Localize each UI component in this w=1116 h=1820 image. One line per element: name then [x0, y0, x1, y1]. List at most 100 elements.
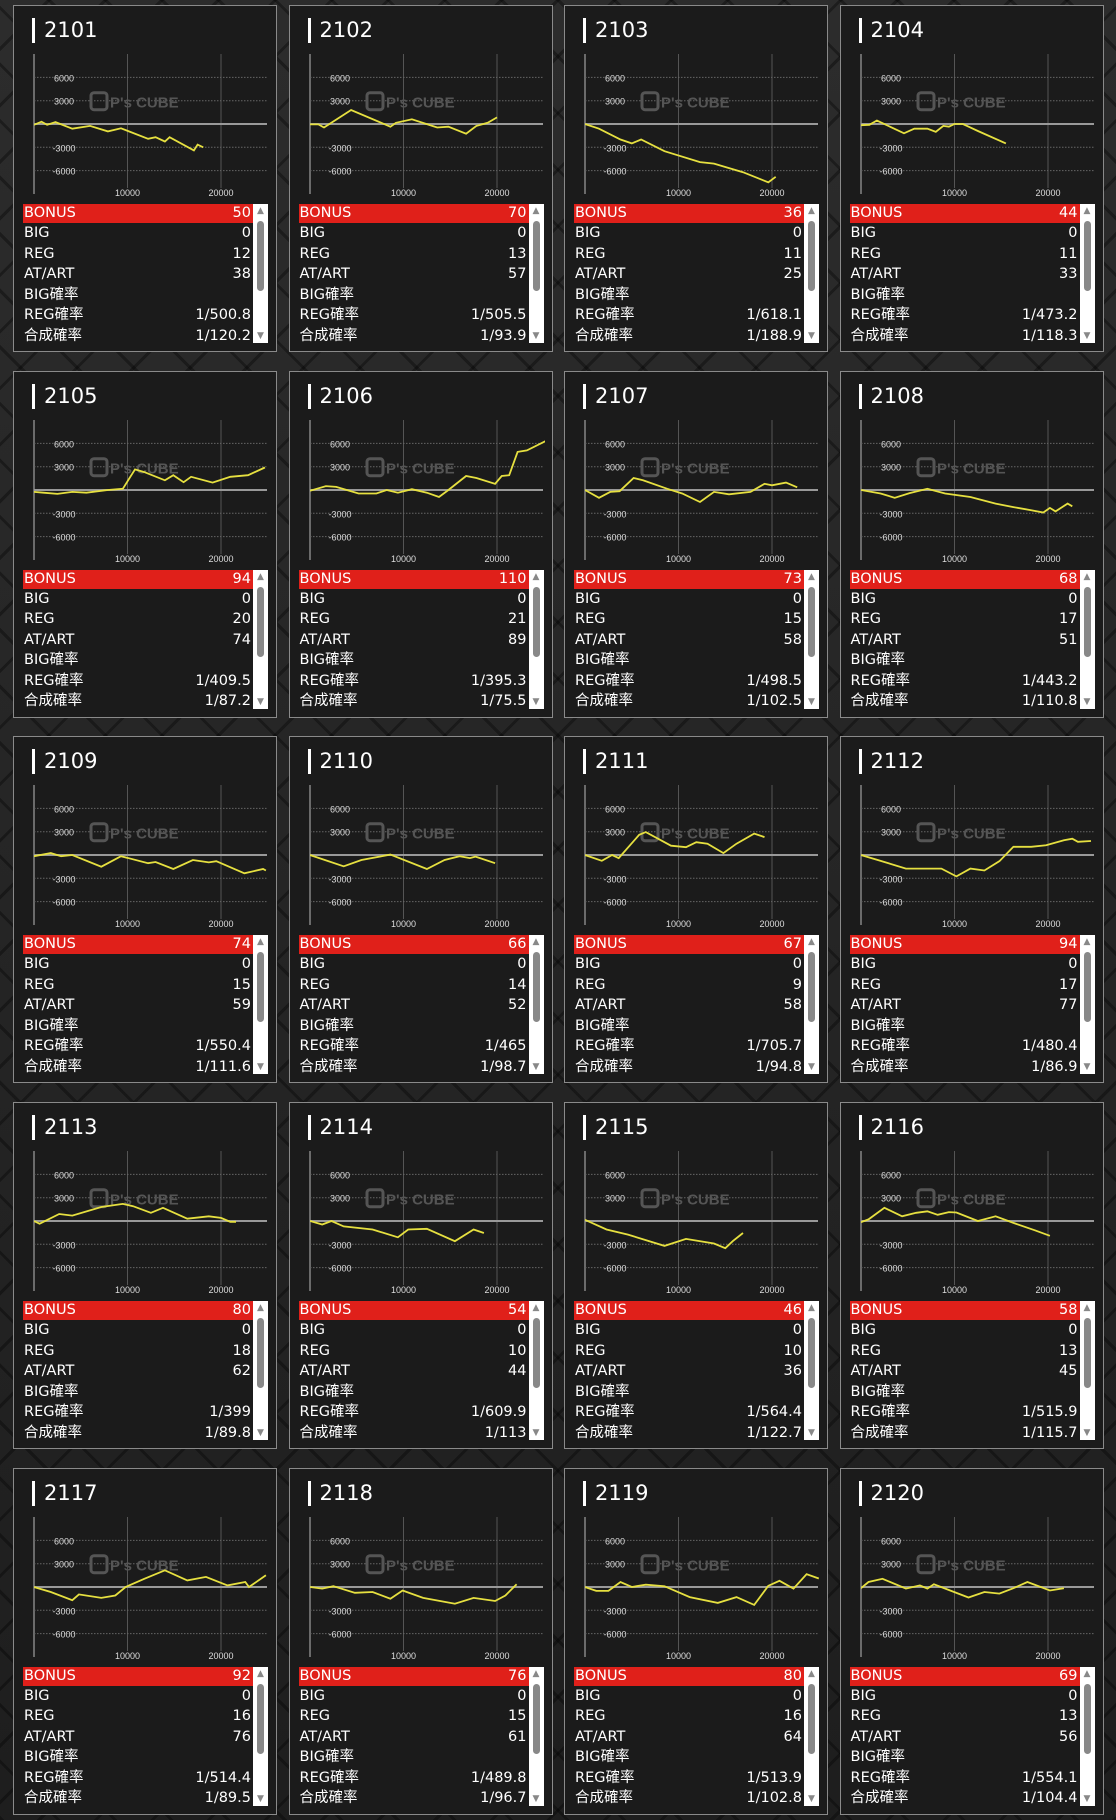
scroll-thumb[interactable] [1083, 952, 1091, 1023]
scroll-up-arrow-icon[interactable]: ▲ [532, 206, 540, 216]
scroll-thumb[interactable] [1083, 221, 1091, 291]
scroll-down-arrow-icon[interactable]: ▼ [1083, 696, 1091, 707]
scroll-up-arrow-icon[interactable]: ▲ [257, 206, 264, 216]
machine-card-2118[interactable]: 2118 P's CUBE 6000 3000 -3000 -6000 10000 20000… [288, 1467, 553, 1815]
machine-card-2107[interactable]: 2107 P's CUBE 6000 3000 -3000 -6000 10000 20000… [564, 370, 828, 718]
scroll-down-arrow-icon[interactable]: ▼ [257, 696, 264, 707]
scroll-thumb[interactable] [257, 586, 264, 657]
stats-scrollbar[interactable]: ▲ ▼ [804, 1666, 819, 1806]
stats-scrollbar[interactable]: ▲ ▼ [253, 204, 268, 343]
scroll-thumb[interactable] [808, 1318, 815, 1389]
stats-scrollbar[interactable]: ▲ ▼ [1079, 204, 1095, 343]
machine-card-2108[interactable]: 2108 P's CUBE 6000 3000 -3000 -6000 10000 20000… [839, 370, 1104, 718]
stats-scrollbar[interactable]: ▲ ▼ [528, 204, 544, 343]
stats-scrollbar[interactable]: ▲ ▼ [528, 1301, 544, 1441]
scroll-down-arrow-icon[interactable]: ▼ [1083, 331, 1091, 341]
scroll-up-arrow-icon[interactable]: ▲ [257, 571, 264, 582]
scroll-thumb[interactable] [257, 1318, 264, 1389]
scroll-down-arrow-icon[interactable]: ▼ [808, 1062, 815, 1073]
stats-scrollbar[interactable]: ▲ ▼ [253, 1666, 268, 1806]
machine-card-2101[interactable]: 2101 P's CUBE 6000 3000 -3000 -6000 10000 20000… [13, 5, 277, 352]
scroll-thumb[interactable] [808, 1683, 815, 1754]
scroll-thumb[interactable] [257, 952, 264, 1023]
stats-scrollbar[interactable]: ▲ ▼ [804, 935, 819, 1075]
scroll-down-arrow-icon[interactable]: ▼ [257, 1428, 264, 1439]
stats-scrollbar[interactable]: ▲ ▼ [528, 935, 544, 1075]
stats-scrollbar[interactable]: ▲ ▼ [253, 569, 268, 709]
scroll-down-arrow-icon[interactable]: ▼ [808, 1428, 815, 1439]
machine-card-2114[interactable]: 2114 P's CUBE 6000 3000 -3000 -6000 10000 20000… [288, 1102, 553, 1450]
scroll-thumb[interactable] [257, 221, 264, 291]
stats-scrollbar[interactable]: ▲ ▼ [528, 1666, 544, 1806]
scroll-up-arrow-icon[interactable]: ▲ [257, 937, 264, 948]
scroll-up-arrow-icon[interactable]: ▲ [532, 1668, 540, 1679]
scroll-up-arrow-icon[interactable]: ▲ [257, 1303, 264, 1314]
scroll-down-arrow-icon[interactable]: ▼ [532, 1062, 540, 1073]
machine-card-2111[interactable]: 2111 P's CUBE 6000 3000 -3000 -6000 10000 20000… [564, 736, 828, 1084]
machine-card-2102[interactable]: 2102 P's CUBE 6000 3000 -3000 -6000 10000 20000… [288, 5, 553, 352]
scroll-up-arrow-icon[interactable]: ▲ [1083, 937, 1091, 948]
scroll-thumb[interactable] [1083, 1318, 1091, 1389]
scroll-thumb[interactable] [532, 1318, 540, 1389]
machine-card-2117[interactable]: 2117 P's CUBE 6000 3000 -3000 -6000 10000 20000… [13, 1467, 277, 1815]
scroll-down-arrow-icon[interactable]: ▼ [808, 1793, 815, 1804]
scroll-up-arrow-icon[interactable]: ▲ [808, 206, 815, 216]
scroll-thumb[interactable] [257, 1683, 264, 1754]
machine-card-2115[interactable]: 2115 P's CUBE 6000 3000 -3000 -6000 10000 20000… [564, 1102, 828, 1450]
scroll-up-arrow-icon[interactable]: ▲ [532, 937, 540, 948]
scroll-down-arrow-icon[interactable]: ▼ [532, 1428, 540, 1439]
scroll-up-arrow-icon[interactable]: ▲ [532, 1303, 540, 1314]
scroll-down-arrow-icon[interactable]: ▼ [808, 696, 815, 707]
machine-card-2106[interactable]: 2106 P's CUBE 6000 3000 -3000 -6000 10000 20000… [288, 370, 553, 718]
stats-scrollbar[interactable]: ▲ ▼ [253, 1301, 268, 1441]
scroll-up-arrow-icon[interactable]: ▲ [1083, 571, 1091, 582]
stats-scrollbar[interactable]: ▲ ▼ [1079, 935, 1095, 1075]
scroll-up-arrow-icon[interactable]: ▲ [532, 571, 540, 582]
scroll-thumb[interactable] [532, 586, 540, 657]
stats-scrollbar[interactable]: ▲ ▼ [804, 204, 819, 343]
scroll-down-arrow-icon[interactable]: ▼ [257, 1793, 264, 1804]
scroll-down-arrow-icon[interactable]: ▼ [532, 696, 540, 707]
machine-card-2105[interactable]: 2105 P's CUBE 6000 3000 -3000 -6000 10000 20000… [13, 370, 277, 718]
scroll-down-arrow-icon[interactable]: ▼ [257, 331, 264, 341]
stats-scrollbar[interactable]: ▲ ▼ [528, 569, 544, 709]
scroll-thumb[interactable] [1083, 1683, 1091, 1754]
machine-card-2103[interactable]: 2103 P's CUBE 6000 3000 -3000 -6000 10000 20000… [564, 5, 828, 352]
machine-card-2119[interactable]: 2119 P's CUBE 6000 3000 -3000 -6000 10000 20000… [564, 1467, 828, 1815]
scroll-thumb[interactable] [532, 952, 540, 1023]
scroll-thumb[interactable] [532, 1683, 540, 1754]
stats-scrollbar[interactable]: ▲ ▼ [804, 569, 819, 709]
scroll-up-arrow-icon[interactable]: ▲ [808, 571, 815, 582]
scroll-down-arrow-icon[interactable]: ▼ [1083, 1793, 1091, 1804]
machine-card-2104[interactable]: 2104 P's CUBE 6000 3000 -3000 -6000 10000 20000… [839, 5, 1104, 352]
scroll-down-arrow-icon[interactable]: ▼ [257, 1062, 264, 1073]
scroll-up-arrow-icon[interactable]: ▲ [1083, 206, 1091, 216]
machine-card-2110[interactable]: 2110 P's CUBE 6000 3000 -3000 -6000 10000 20000… [288, 736, 553, 1084]
machine-card-2116[interactable]: 2116 P's CUBE 6000 3000 -3000 -6000 10000 20000… [839, 1102, 1104, 1450]
stats-scrollbar[interactable]: ▲ ▼ [1079, 1666, 1095, 1806]
scroll-thumb[interactable] [808, 586, 815, 657]
scroll-thumb[interactable] [808, 952, 815, 1023]
scroll-up-arrow-icon[interactable]: ▲ [1083, 1668, 1091, 1679]
machine-card-2120[interactable]: 2120 P's CUBE 6000 3000 -3000 -6000 10000 20000… [839, 1467, 1104, 1815]
machine-card-2109[interactable]: 2109 P's CUBE 6000 3000 -3000 -6000 10000 20000… [13, 736, 277, 1084]
scroll-thumb[interactable] [1083, 586, 1091, 657]
scroll-up-arrow-icon[interactable]: ▲ [808, 937, 815, 948]
scroll-up-arrow-icon[interactable]: ▲ [257, 1668, 264, 1679]
scroll-down-arrow-icon[interactable]: ▼ [532, 331, 540, 341]
scroll-up-arrow-icon[interactable]: ▲ [1083, 1303, 1091, 1314]
machine-card-2112[interactable]: 2112 P's CUBE 6000 3000 -3000 -6000 10000 20000… [839, 736, 1104, 1084]
scroll-up-arrow-icon[interactable]: ▲ [808, 1303, 815, 1314]
stats-scrollbar[interactable]: ▲ ▼ [1079, 1301, 1095, 1441]
stats-scrollbar[interactable]: ▲ ▼ [1079, 569, 1095, 709]
scroll-thumb[interactable] [808, 221, 815, 291]
scroll-down-arrow-icon[interactable]: ▼ [808, 331, 815, 341]
scroll-thumb[interactable] [532, 221, 540, 291]
stats-scrollbar[interactable]: ▲ ▼ [804, 1301, 819, 1441]
scroll-down-arrow-icon[interactable]: ▼ [532, 1793, 540, 1804]
scroll-down-arrow-icon[interactable]: ▼ [1083, 1062, 1091, 1073]
scroll-down-arrow-icon[interactable]: ▼ [1083, 1428, 1091, 1439]
machine-card-2113[interactable]: 2113 P's CUBE 6000 3000 -3000 -6000 10000 20000… [13, 1102, 277, 1450]
scroll-up-arrow-icon[interactable]: ▲ [808, 1668, 815, 1679]
stats-scrollbar[interactable]: ▲ ▼ [253, 935, 268, 1075]
